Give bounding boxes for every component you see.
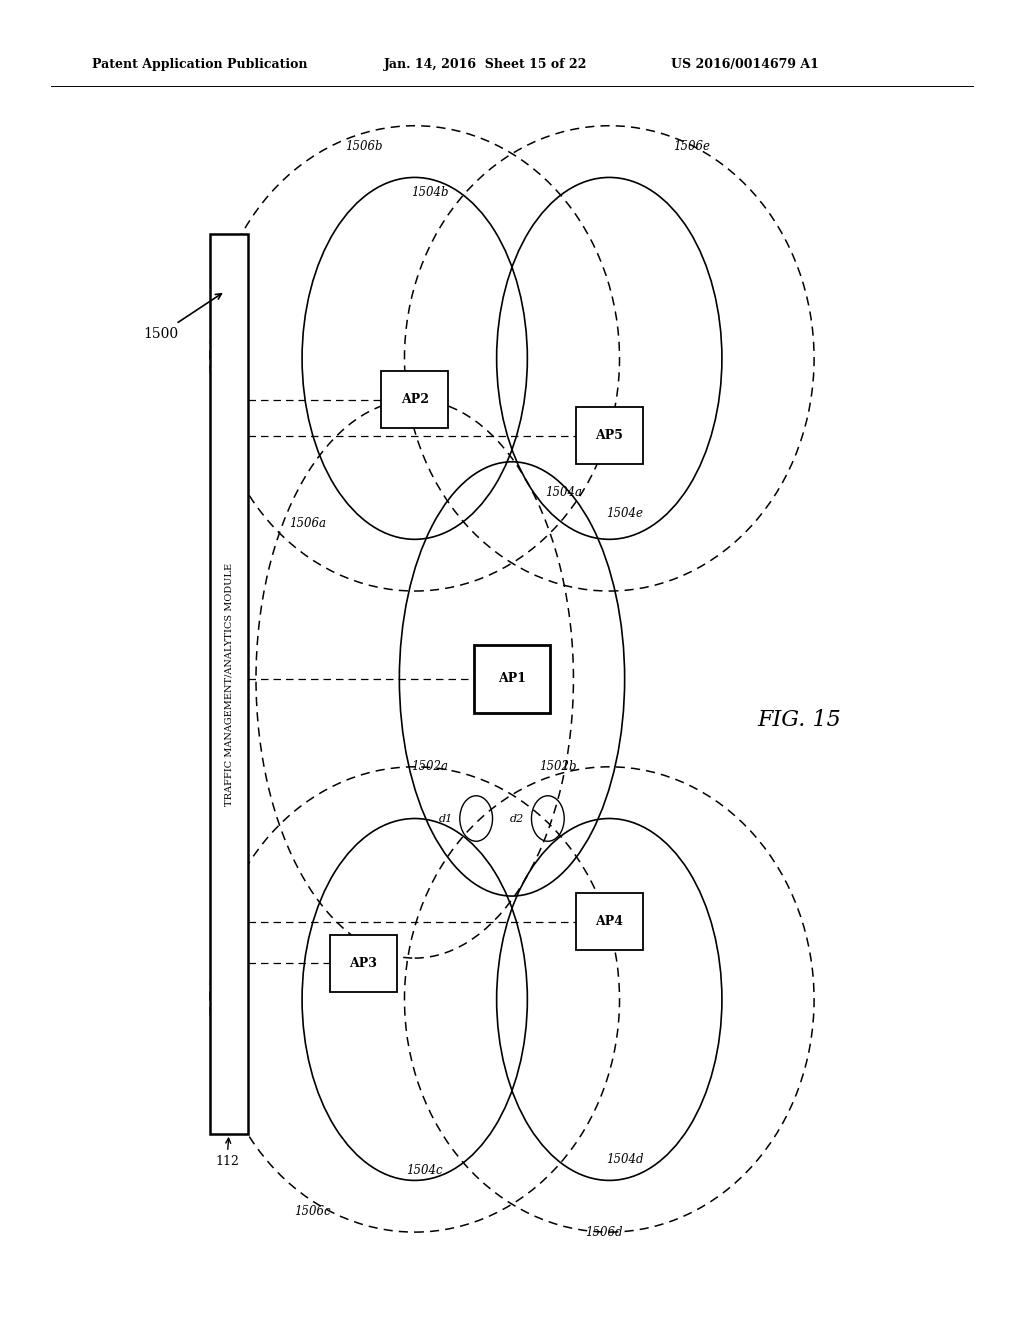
Bar: [330, 935, 397, 991]
Text: 1504a: 1504a: [545, 486, 582, 499]
Text: Patent Application Publication: Patent Application Publication: [92, 58, 307, 71]
Text: 1506d: 1506d: [586, 1225, 623, 1238]
Text: AP2: AP2: [400, 393, 429, 407]
Text: 112: 112: [215, 1138, 239, 1168]
Bar: [381, 371, 449, 428]
Bar: [575, 894, 643, 950]
Text: 1504e: 1504e: [606, 507, 643, 520]
Text: 1506c: 1506c: [294, 1205, 331, 1218]
Text: AP4: AP4: [595, 915, 624, 928]
Text: 1502a: 1502a: [412, 760, 449, 774]
Text: 1500: 1500: [143, 294, 221, 341]
Text: AP1: AP1: [498, 672, 526, 685]
Bar: [473, 645, 551, 713]
Text: AP3: AP3: [349, 957, 378, 970]
Text: 1504d: 1504d: [606, 1154, 643, 1167]
Bar: [575, 408, 643, 465]
Text: AP5: AP5: [595, 429, 624, 442]
Text: 1504b: 1504b: [412, 186, 449, 199]
Text: FIG. 15: FIG. 15: [757, 709, 841, 731]
Text: 1506b: 1506b: [345, 140, 382, 153]
Text: Jan. 14, 2016  Sheet 15 of 22: Jan. 14, 2016 Sheet 15 of 22: [384, 58, 588, 71]
Text: 1506a: 1506a: [289, 517, 326, 531]
Text: US 2016/0014679 A1: US 2016/0014679 A1: [671, 58, 818, 71]
Text: 1504c: 1504c: [407, 1163, 443, 1176]
Text: d1: d1: [438, 813, 453, 824]
Text: d2: d2: [510, 813, 524, 824]
Bar: [210, 235, 248, 1134]
Text: TRAFFIC MANAGEMENT/ANALYTICS MODULE: TRAFFIC MANAGEMENT/ANALYTICS MODULE: [224, 562, 233, 805]
Text: 1506e: 1506e: [673, 140, 710, 153]
Text: 1502b: 1502b: [540, 760, 577, 774]
